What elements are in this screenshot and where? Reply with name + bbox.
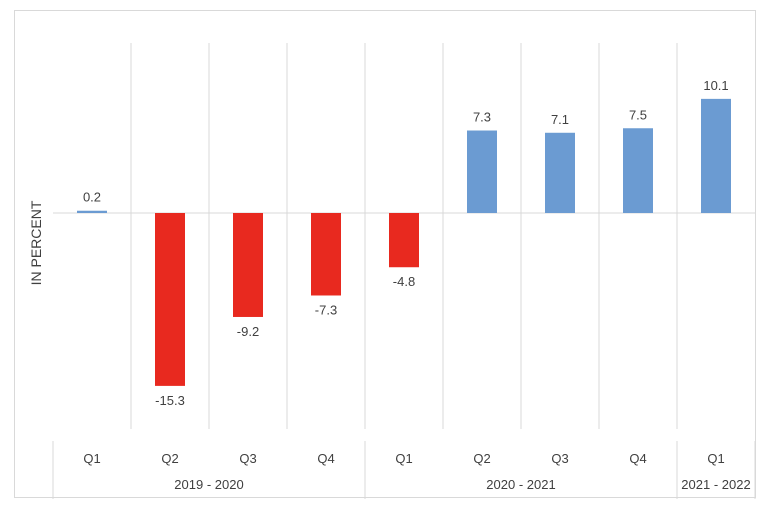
group-label: 2020 - 2021: [486, 477, 555, 492]
data-label: 7.5: [629, 107, 647, 122]
data-label: 10.1: [703, 78, 728, 93]
data-label: -15.3: [155, 393, 185, 408]
category-label: Q1: [83, 451, 100, 466]
chart-frame: 0.2 -15.3 -9.2 -7.3 -4.8 7.3 7.1 7.5 10.1 Q1 Q2 Q3 Q…: [14, 10, 756, 499]
category-label: Q2: [161, 451, 178, 466]
bar: [467, 130, 497, 213]
data-label: 0.2: [83, 190, 101, 205]
data-label: -4.8: [393, 274, 415, 289]
category-label: Q4: [317, 451, 334, 466]
category-label: Q1: [395, 451, 412, 466]
bar: [77, 210, 107, 213]
group-label: 2019 - 2020: [174, 477, 243, 492]
bar: [623, 128, 653, 213]
bar-chart: 0.2 -15.3 -9.2 -7.3 -4.8 7.3 7.1 7.5 10.1 Q1 Q2 Q3 Q…: [28, 43, 756, 499]
category-label: Q2: [473, 451, 490, 466]
y-axis-title: IN PERCENT: [28, 200, 44, 285]
bar: [545, 132, 575, 213]
bar: [155, 213, 185, 386]
data-label: -9.2: [237, 324, 259, 339]
group-label: 2021 - 2022: [681, 477, 750, 492]
category-label: Q1: [707, 451, 724, 466]
bar: [701, 98, 731, 213]
data-label: -7.3: [315, 302, 337, 317]
data-label: 7.3: [473, 110, 491, 125]
bar: [389, 213, 419, 268]
data-label: 7.1: [551, 112, 569, 127]
category-label: Q4: [629, 451, 646, 466]
category-label: Q3: [239, 451, 256, 466]
bar: [311, 213, 341, 296]
category-label: Q3: [551, 451, 568, 466]
bar: [233, 213, 263, 317]
